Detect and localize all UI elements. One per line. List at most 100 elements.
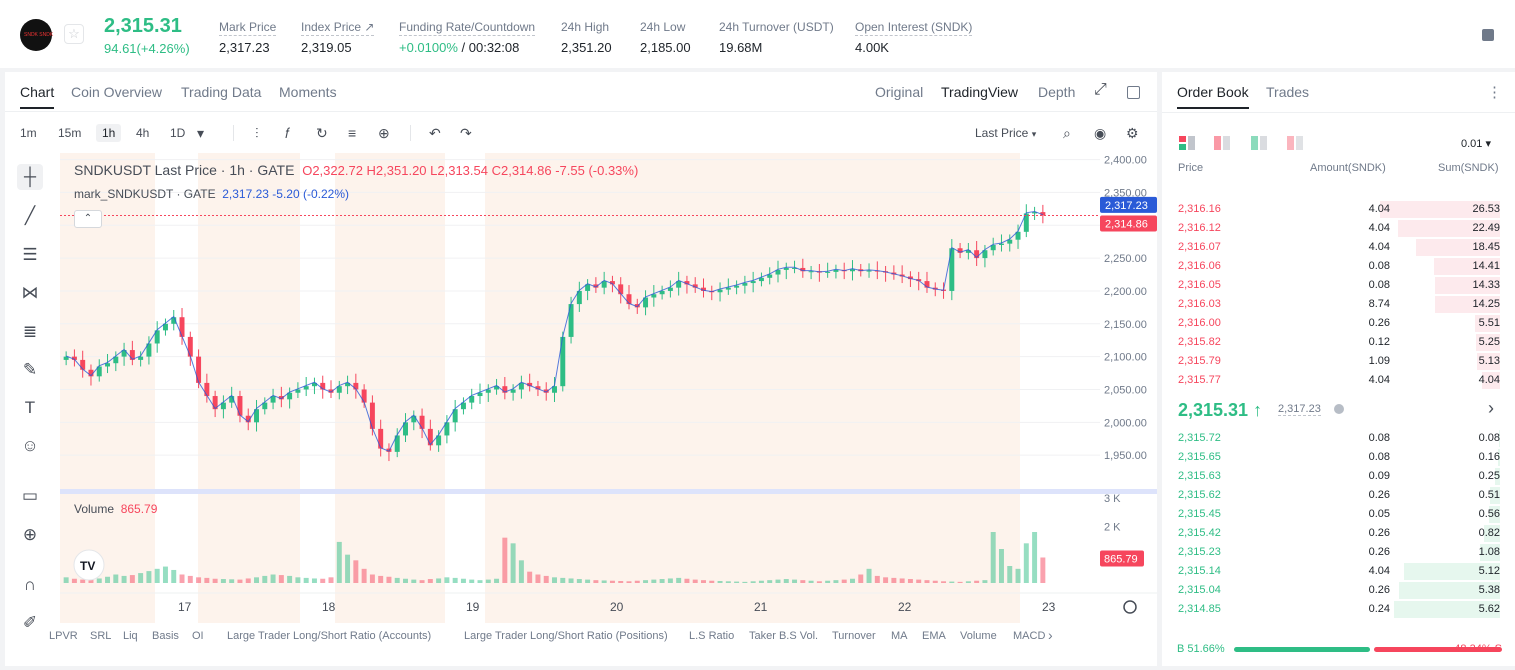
indicator-turnover[interactable]: Turnover	[832, 630, 876, 642]
candle-type-icon[interactable]: ⫶	[255, 125, 259, 141]
indicator-macd[interactable]: MACD	[1013, 630, 1046, 642]
bid-row[interactable]: 2,315.42 0.26 0.82	[1162, 524, 1515, 543]
lock-drawing-icon[interactable]: ✐	[22, 613, 38, 632]
indicator-scroll-right-icon[interactable]: ›	[1048, 627, 1053, 643]
ask-row[interactable]: 2,316.05 0.08 14.33	[1162, 276, 1515, 295]
stat-label[interactable]: Open Interest (SNDK)	[855, 20, 973, 36]
indicator-ema[interactable]: EMA	[922, 630, 946, 642]
view-bids-icon[interactable]	[1251, 136, 1267, 150]
price-source-select[interactable]: Last Price ▾	[969, 124, 1042, 142]
stat-label[interactable]: Funding Rate/Countdown	[399, 20, 536, 36]
indicator-ma[interactable]: MA	[891, 630, 908, 642]
bid-row[interactable]: 2,315.14 4.04 5.12	[1162, 562, 1515, 581]
mark-info-icon[interactable]	[1334, 404, 1344, 414]
volume-bar	[254, 577, 259, 583]
price-chart-svg[interactable]: 2,400.002,350.002,300.002,250.002,200.00…	[60, 153, 1157, 623]
view-depth[interactable]: Depth	[1038, 84, 1076, 100]
volume-bar	[585, 579, 591, 583]
indicator-liq[interactable]: Liq	[123, 630, 138, 642]
ask-row[interactable]: 2,316.07 4.04 18.45	[1162, 238, 1515, 257]
view-both-icon[interactable]	[1179, 136, 1195, 150]
indicator-ls-ratio[interactable]: L.S Ratio	[689, 630, 735, 642]
indicator-volume[interactable]: Volume	[960, 630, 997, 642]
ruler-icon[interactable]: ▭	[21, 486, 39, 505]
timeframe-dropdown-icon[interactable]: ▾	[197, 125, 205, 141]
search-icon[interactable]: ⌕	[1063, 125, 1071, 141]
indicator-ls-positions[interactable]: Large Trader Long/Short Ratio (Positions…	[464, 630, 668, 642]
indicator-srl[interactable]: SRL	[90, 630, 112, 642]
ask-row[interactable]: 2,315.79 1.09 5.13	[1162, 352, 1515, 371]
tab-order-book[interactable]: Order Book	[1177, 84, 1249, 109]
timeframe-4h[interactable]: 4h	[136, 126, 150, 140]
mark-price-tag	[1100, 196, 1157, 213]
tab-chart[interactable]: Chart	[20, 84, 55, 109]
magnet-icon[interactable]: ∩	[23, 575, 37, 594]
timeframe-15m[interactable]: 15m	[58, 126, 82, 140]
text-tool-icon[interactable]: T	[24, 398, 36, 417]
replay-icon[interactable]: ↻	[316, 125, 328, 141]
chart-area[interactable]: 2,400.002,350.002,300.002,250.002,200.00…	[60, 153, 1157, 666]
timeframe-1m[interactable]: 1m	[20, 126, 37, 140]
crosshair-icon[interactable]: ┼	[17, 164, 43, 190]
stat-label[interactable]: Index Price ↗	[301, 20, 375, 36]
stat-label[interactable]: Mark Price	[219, 20, 277, 36]
collapse-legend-button[interactable]: ⌃	[74, 210, 102, 228]
indicator-basis[interactable]: Basis	[152, 630, 179, 642]
indicator-ls-accounts[interactable]: Large Trader Long/Short Ratio (Accounts)	[227, 630, 432, 642]
view-original[interactable]: Original	[875, 84, 924, 100]
bid-row[interactable]: 2,315.63 0.09 0.25	[1162, 467, 1515, 486]
undo-icon[interactable]: ↶	[429, 125, 441, 141]
ask-row[interactable]: 2,315.77 4.04 4.04	[1162, 371, 1515, 390]
window-icon[interactable]	[1127, 86, 1140, 99]
view-asks-icon[interactable]	[1214, 136, 1230, 150]
timeframe-1d[interactable]: 1D	[170, 126, 186, 140]
precision-select[interactable]: 0.01 ▾	[1461, 138, 1491, 150]
bid-row[interactable]: 2,315.45 0.05 0.56	[1162, 505, 1515, 524]
fib-icon[interactable]: ☰	[22, 245, 38, 264]
ask-row[interactable]: 2,316.16 4.04 26.53	[1162, 200, 1515, 219]
price-source-label: Last Price	[975, 126, 1029, 140]
indicator-oi[interactable]: OI	[192, 630, 204, 642]
settings-icon[interactable]: ⚙	[1126, 125, 1139, 141]
indicator-lpvr[interactable]: LPVR	[49, 630, 78, 642]
bid-row[interactable]: 2,315.23 0.26 1.08	[1162, 543, 1515, 562]
row-amount: 0.26	[1368, 584, 1390, 596]
more-menu-icon[interactable]: ⋮	[1487, 84, 1502, 101]
ask-row[interactable]: 2,316.06 0.08 14.41	[1162, 257, 1515, 276]
indicators-icon[interactable]: 𝑓	[285, 125, 290, 141]
favorite-star-icon[interactable]: ☆	[64, 24, 84, 44]
candle-body	[510, 389, 516, 393]
bid-row[interactable]: 2,314.85 0.24 5.62	[1162, 600, 1515, 619]
tab-trades[interactable]: Trades	[1266, 84, 1310, 100]
emoji-icon[interactable]: ☺	[21, 436, 39, 455]
brush-icon[interactable]: ✎	[22, 360, 38, 379]
view-tradingview[interactable]: TradingView	[941, 84, 1019, 100]
pattern-icon[interactable]: ⋈	[21, 283, 39, 302]
ask-row[interactable]: 2,315.82 0.12 5.25	[1162, 333, 1515, 352]
mid-expand-icon[interactable]: ›	[1488, 398, 1494, 418]
candle-body	[295, 389, 301, 393]
templates-icon[interactable]: ≡	[348, 125, 357, 141]
ask-row[interactable]: 2,316.00 0.26 5.51	[1162, 314, 1515, 333]
tab-coin-overview[interactable]: Coin Overview	[71, 84, 163, 100]
zoom-icon[interactable]: ⊕	[22, 525, 38, 544]
ask-row[interactable]: 2,316.03 8.74 14.25	[1162, 295, 1515, 314]
trend-line-icon[interactable]: ╱	[24, 206, 36, 225]
redo-icon[interactable]: ↷	[460, 125, 472, 141]
view-large-icon[interactable]	[1287, 136, 1303, 150]
bid-row[interactable]: 2,315.72 0.08 0.08	[1162, 429, 1515, 448]
bid-row[interactable]: 2,315.04 0.26 5.38	[1162, 581, 1515, 600]
tab-moments[interactable]: Moments	[279, 84, 337, 100]
volume-bar	[601, 580, 607, 583]
expand-icon[interactable]: ⤢	[1094, 81, 1107, 98]
projection-icon[interactable]: ≣	[22, 322, 38, 341]
tab-trading-data[interactable]: Trading Data	[181, 84, 262, 100]
bid-row[interactable]: 2,315.65 0.08 0.16	[1162, 448, 1515, 467]
add-indicator-icon[interactable]: ⊕	[378, 125, 390, 141]
camera-icon[interactable]: ◉	[1094, 125, 1107, 141]
bid-row[interactable]: 2,315.62 0.26 0.51	[1162, 486, 1515, 505]
ask-row[interactable]: 2,316.12 4.04 22.49	[1162, 219, 1515, 238]
book-icon[interactable]	[1482, 29, 1494, 41]
indicator-taker-vol[interactable]: Taker B.S Vol.	[749, 630, 819, 642]
timeframe-1h[interactable]: 1h	[96, 124, 122, 142]
